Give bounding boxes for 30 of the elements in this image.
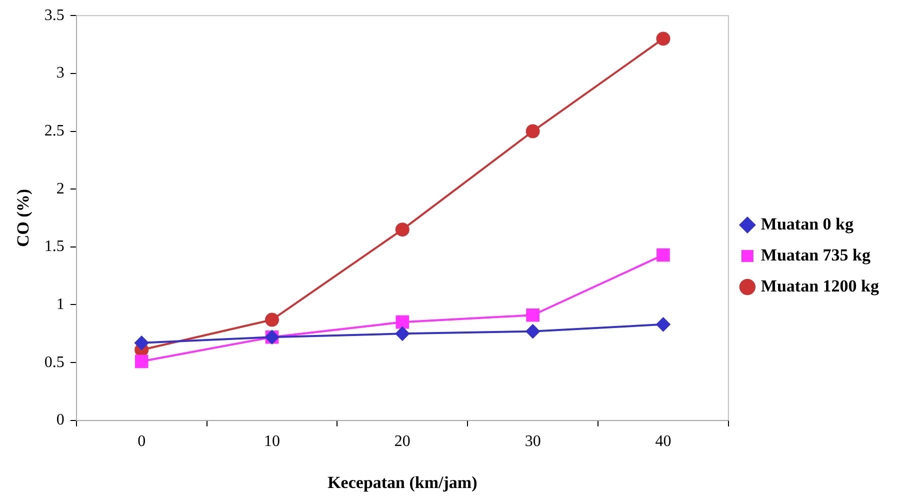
x-tick-label: 10 bbox=[264, 433, 280, 450]
point bbox=[656, 32, 670, 46]
y-tick-label: 2 bbox=[56, 180, 64, 198]
x-tick-label: 20 bbox=[394, 433, 410, 450]
x-axis-title: Kecepatan (km/jam) bbox=[328, 473, 478, 492]
point bbox=[134, 336, 149, 350]
legend-label: Muatan 1200 kg bbox=[760, 276, 880, 296]
point bbox=[656, 248, 670, 262]
y-tick-label: 0 bbox=[56, 412, 64, 429]
y-tick-label: 3 bbox=[56, 64, 64, 82]
point bbox=[396, 315, 410, 329]
point bbox=[656, 317, 670, 332]
y-tick-label: 0.5 bbox=[44, 354, 64, 371]
y-tick-label: 1.5 bbox=[44, 238, 64, 256]
y-tick-label: 3.5 bbox=[44, 6, 64, 24]
point bbox=[265, 312, 280, 327]
x-tick-label: 30 bbox=[524, 433, 541, 450]
point bbox=[526, 124, 540, 138]
point bbox=[395, 222, 410, 237]
point bbox=[395, 326, 410, 341]
legend-label: Muatan 0 kg bbox=[760, 214, 854, 234]
x-tick-label: 40 bbox=[655, 433, 672, 450]
y-axis-title: CO (%) bbox=[14, 188, 33, 248]
y-tick-label: 1 bbox=[56, 296, 64, 313]
legend-label: Muatan 735 kg bbox=[760, 245, 871, 264]
point bbox=[526, 324, 540, 338]
point bbox=[134, 354, 148, 368]
y-tick-label: 2.5 bbox=[44, 122, 64, 140]
point bbox=[526, 308, 540, 322]
x-tick-label: 0 bbox=[138, 433, 146, 450]
